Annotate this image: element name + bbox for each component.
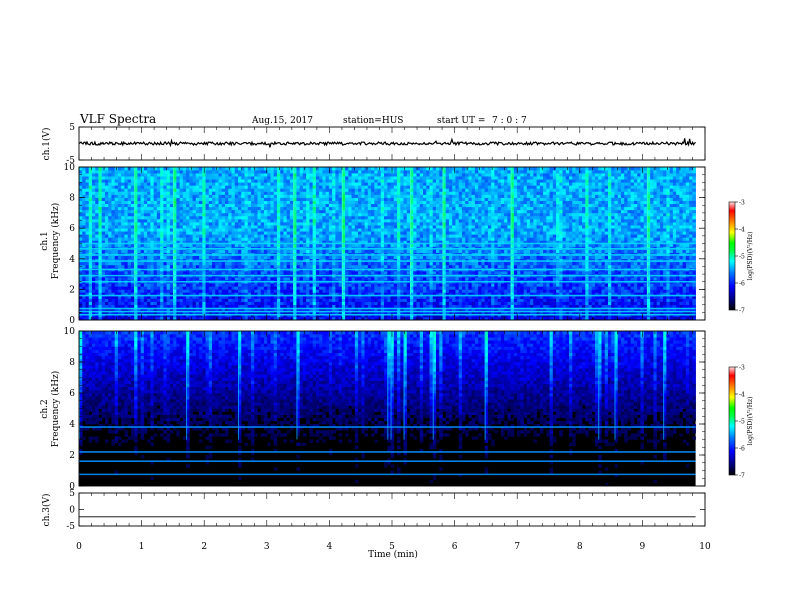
y-tick-label: -5 — [66, 156, 75, 166]
ch2-colorbar-label: log(PSD)(V²/Hz) — [747, 397, 754, 446]
colorbar-tick-label: -4 — [739, 392, 745, 399]
y-tick-label: 4 — [69, 420, 75, 430]
y-tick-label: -5 — [66, 522, 75, 532]
colorbar-tick-label: -4 — [739, 227, 745, 234]
y-tick-label: 5 — [69, 123, 75, 133]
y-tick-label: 0 — [69, 506, 75, 516]
y-tick-label: 6 — [69, 389, 75, 399]
y-tick-label: 8 — [69, 194, 75, 204]
colorbar-tick-label: -7 — [739, 308, 745, 315]
colorbar-tick-label: -7 — [739, 473, 745, 480]
x-axis-label: Time (min) — [368, 549, 418, 560]
ch2-spectrogram-ylabel-channel: ch.2 — [40, 399, 50, 418]
ch1-colorbar-gradient — [728, 201, 736, 311]
colorbar-tick-label: -5 — [739, 254, 745, 261]
x-tick-label: 0 — [76, 542, 82, 552]
ch3-waveform-ylabel: ch.3(V) — [41, 494, 52, 527]
y-tick-label: 0 — [69, 316, 75, 326]
colorbar-tick-label: -6 — [739, 281, 745, 288]
y-tick-label: 6 — [69, 224, 75, 234]
spectrogram-cells — [79, 331, 696, 487]
y-tick-label: 2 — [69, 451, 75, 461]
x-tick-label: 4 — [327, 542, 333, 552]
sferic-streaks — [134, 167, 648, 298]
ch1-spectrogram-ylabel-channel: ch.1 — [40, 231, 50, 250]
ch1-colorbar-label: log(PSD)(V²/Hz) — [747, 232, 754, 281]
x-tick-label: 2 — [201, 542, 207, 552]
waveform-trace — [78, 137, 696, 148]
x-tick-label: 3 — [264, 542, 270, 552]
colorbar-tick-label: -3 — [739, 365, 745, 372]
x-tick-label: 10 — [699, 542, 711, 552]
ch1-spectrogram-ylabel-frequency: Frequency (kHz) — [50, 203, 61, 280]
ch3-waveform-panel: 50-50 1 2 3 4 5 6 7 8 9 10 — [66, 489, 711, 552]
ch1-waveform-ylabel: ch.1(V) — [41, 128, 52, 161]
colorbar-tick-label: -5 — [739, 419, 745, 426]
y-tick-label: 10 — [64, 163, 76, 173]
x-tick-label: 8 — [577, 542, 583, 552]
ch2-spectrogram-ylabel-frequency: Frequency (kHz) — [50, 371, 61, 448]
y-tick-label: 10 — [64, 327, 76, 337]
colorbar-tick-label: -3 — [739, 200, 745, 207]
ch2-spectrogram-panel: 0 2 4 6 8 10 — [64, 327, 706, 492]
ch2-colorbar-gradient — [728, 366, 736, 476]
y-tick-label: 2 — [69, 285, 75, 295]
x-tick-label: 9 — [640, 542, 646, 552]
y-tick-label: 4 — [69, 255, 75, 265]
start-time-value: 7 : 0 : 7 — [492, 116, 527, 126]
figure-title: VLF Spectra — [79, 112, 156, 126]
station-label: station=HUS — [343, 116, 403, 126]
start-ut-label: start UT = — [437, 116, 485, 126]
x-tick-label: 1 — [139, 542, 145, 552]
date-label: Aug.15, 2017 — [251, 116, 313, 126]
x-tick-label: 6 — [452, 542, 458, 552]
x-tick-label: 5 — [389, 542, 395, 552]
colorbar-tick-label: -6 — [739, 446, 745, 453]
ch1-spectrogram-panel: 0 2 4 6 8 10 — [64, 163, 706, 326]
y-tick-label: 0 — [69, 482, 75, 492]
y-tick-label: 5 — [69, 489, 75, 499]
y-tick-label: 8 — [69, 358, 75, 368]
ch1-waveform-panel: 5 -5 — [66, 123, 706, 166]
x-tick-label: 7 — [514, 542, 520, 552]
